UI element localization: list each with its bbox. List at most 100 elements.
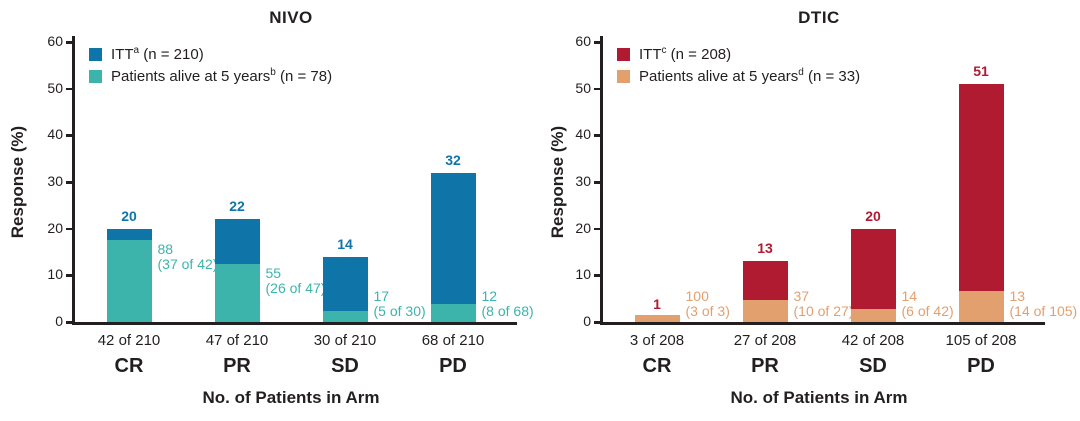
bar-itt-pd [430, 172, 476, 322]
x-axis-title: No. of Patients in Arm [202, 388, 380, 407]
legend-footnote-marker: c [661, 44, 667, 56]
y-tick-label: 40 [47, 126, 63, 143]
y-tick-label: 40 [575, 126, 591, 143]
legend-label-text: Patients alive at 5 years [111, 67, 271, 85]
legend-label-alive: Patients alive at 5 yearsd (n = 33) [639, 66, 860, 85]
legend-label-alive: Patients alive at 5 yearsb (n = 78) [111, 66, 333, 85]
value-label-itt-pd: 32 [445, 151, 461, 168]
category-label-pr: PR [751, 355, 779, 377]
y-tick-mark [66, 227, 75, 231]
alive-pct-line: 12 [481, 288, 498, 304]
category-label-cr: CR [642, 355, 672, 377]
y-tick-mark [594, 321, 603, 324]
y-tick-label: 20 [575, 219, 591, 236]
legend-label-text: (n = 208) [666, 45, 732, 63]
value-label-itt-sd: 14 [337, 235, 353, 252]
legend-swatch-itt-icon [617, 47, 630, 61]
legend-item-itt: ITTa (n = 210) [89, 44, 332, 63]
arm-count-label-pd: 105 of 208 [945, 332, 1017, 349]
legend-label-text: ITT [639, 45, 662, 63]
legend: ITTc (n = 208) Patients alive at 5 years… [617, 44, 860, 90]
alive-detail-line: (26 of 47) [265, 280, 326, 297]
y-tick-mark [66, 321, 75, 324]
legend-swatch-alive-icon [89, 69, 102, 83]
alive-pct-line: 14 [901, 288, 918, 304]
legend-footnote-marker: b [270, 66, 276, 78]
arm-count-label-cr: 42 of 210 [97, 332, 161, 349]
legend-footnote-marker: d [798, 66, 804, 78]
y-tick-mark [594, 181, 603, 184]
y-tick-label: 20 [47, 219, 63, 236]
bar-itt-pd [958, 84, 1004, 322]
y-tick-label: 0 [583, 313, 591, 329]
category-label-cr: CR [114, 355, 144, 377]
value-label-itt-cr: 1 [653, 296, 661, 313]
legend-label-text: Patients alive at 5 years [639, 67, 799, 85]
value-label-alive-sd: 14 (6 of 42) [902, 289, 954, 319]
arm-count-label-sd: 42 of 208 [841, 332, 905, 349]
value-label-itt-pd: 51 [973, 63, 989, 79]
category-label-sd: SD [331, 355, 359, 377]
legend-label-text: ITT [111, 45, 134, 63]
arm-count-label-pr: 27 of 208 [733, 332, 797, 349]
y-tick-mark [594, 41, 603, 44]
legend-swatch-itt-icon [89, 47, 102, 61]
y-tick-mark [594, 87, 603, 91]
x-axis-line [600, 322, 1045, 325]
bar-alive-sd [850, 308, 896, 322]
arm-count-label-pd: 68 of 210 [421, 332, 485, 349]
alive-detail-line: (8 of 68) [481, 303, 534, 319]
alive-detail-line: (37 of 42) [157, 255, 218, 272]
category-label-sd: SD [859, 355, 887, 377]
bar-alive-pd [430, 304, 476, 322]
y-tick-label: 30 [47, 173, 63, 189]
alive-pct-line: 37 [793, 288, 810, 304]
y-axis-line [600, 36, 603, 325]
arm-count-label-sd: 30 of 210 [313, 332, 377, 349]
category-label-pd: PD [967, 355, 995, 377]
bar-alive-pr [214, 264, 260, 322]
bar-alive-cr [634, 315, 680, 322]
value-label-itt-pr: 22 [229, 198, 245, 215]
alive-pct-line: 13 [1009, 288, 1026, 304]
value-label-alive-pr: 37 (10 of 27) [794, 289, 854, 319]
legend-item-itt: ITTc (n = 208) [617, 44, 860, 63]
bar-alive-pr [742, 299, 788, 322]
chart-title: NIVO [269, 8, 313, 27]
alive-detail-line: (3 of 3) [685, 303, 730, 319]
y-tick-mark [594, 134, 603, 137]
category-label-pd: PD [439, 355, 467, 377]
y-tick-label: 50 [47, 79, 63, 96]
legend-label-text: (n = 78) [275, 67, 333, 85]
value-label-itt-sd: 20 [865, 207, 881, 224]
legend-footnote-marker: a [133, 44, 140, 56]
legend-label-itt: ITTc (n = 208) [639, 44, 732, 63]
panel-nivo: NIVO Response (%) ITTa (n = 210) Patient… [8, 8, 534, 407]
value-label-alive-sd: 17 (5 of 30) [374, 289, 426, 319]
bar-alive-pd [958, 290, 1004, 322]
y-tick-mark [66, 181, 75, 184]
bar-alive-cr [106, 239, 152, 322]
legend-item-alive: Patients alive at 5 yearsd (n = 33) [617, 66, 860, 85]
alive-pct-line: 55 [265, 265, 282, 282]
alive-detail-line: (14 of 105) [1009, 303, 1078, 319]
alive-detail-line: (10 of 27) [793, 303, 854, 319]
arm-count-label-pr: 47 of 210 [205, 332, 269, 349]
y-tick-label: 10 [575, 266, 591, 283]
value-label-alive-cr: 88 (37 of 42) [157, 241, 218, 272]
legend: ITTa (n = 210) Patients alive at 5 years… [89, 44, 333, 90]
alive-detail-line: (5 of 30) [373, 303, 426, 319]
value-label-alive-pr: 55 (26 of 47) [266, 266, 326, 296]
y-tick-mark [66, 134, 75, 137]
alive-pct-line: 100 [685, 288, 709, 304]
x-axis-title: No. of Patients in Arm [730, 388, 908, 407]
y-tick-mark [594, 227, 603, 231]
y-tick-label: 60 [575, 33, 591, 49]
legend-item-alive: Patients alive at 5 yearsb (n = 78) [89, 66, 333, 85]
legend-label-itt: ITTa (n = 210) [111, 44, 204, 63]
bar-alive-sd [322, 310, 368, 322]
y-tick-mark [594, 274, 603, 277]
alive-pct-line: 17 [373, 288, 390, 304]
y-tick-mark [66, 41, 75, 44]
